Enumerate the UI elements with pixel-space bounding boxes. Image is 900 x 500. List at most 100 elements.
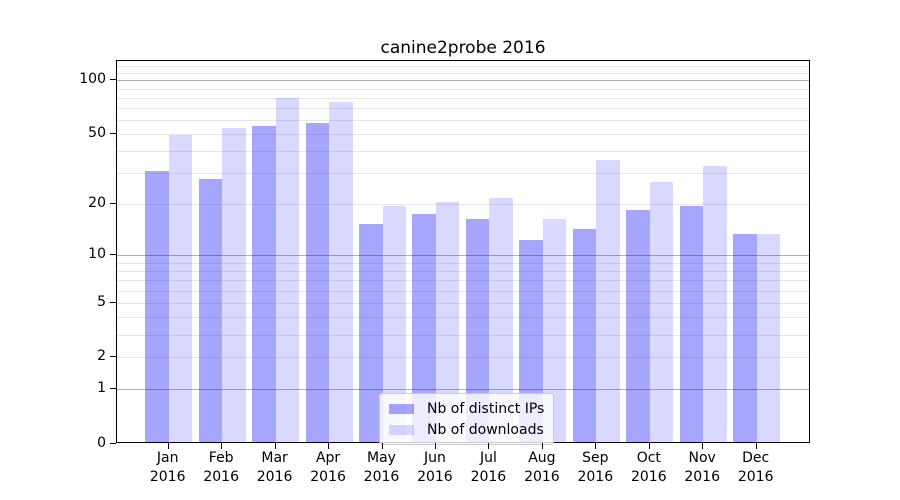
minor-gridline [117,88,809,90]
bar-distinct-ips-dec [733,234,757,442]
x-axis-label-year: 2016 [630,469,667,485]
x-axis-label-year: 2016 [149,469,186,485]
bar-downloads-dec [756,234,781,442]
x-axis-label-month: Nov [688,450,716,466]
bar-downloads-mar [275,97,300,442]
x-axis-tick [488,443,490,449]
x-axis-label-month: Aug [528,450,556,466]
x-axis-tick [595,443,597,449]
y-axis-tick [110,443,116,444]
minor-gridline [117,357,809,359]
x-axis-label-year: 2016 [203,469,239,485]
y-axis-tick [110,356,116,358]
minor-gridline [117,334,809,336]
legend-item: Nb of downloads [389,420,544,439]
x-axis-tick [541,443,543,449]
y-axis-label: 2 [97,348,106,365]
x-axis-tick [274,443,276,449]
minor-gridline [117,97,809,99]
x-axis-label: Sep 2016 [563,449,627,487]
minor-gridline [117,317,809,319]
y-axis-label: 10 [88,246,106,262]
minor-gridline [117,280,809,282]
minor-gridline [117,302,809,304]
y-axis-label: 5 [97,293,106,310]
legend-swatch-distinct-ips [389,403,414,414]
x-axis-label-year: 2016 [684,469,720,485]
y-axis-tick [110,203,116,205]
major-gridline [117,389,809,391]
minor-gridline [117,72,809,74]
x-axis-label-year: 2016 [310,469,346,485]
legend-item: Nb of distinct IPs [389,399,544,418]
x-axis-tick [434,443,436,449]
x-axis-tick [648,443,650,449]
x-axis-label-month: Jul [479,450,497,466]
bar-distinct-ips-jul [465,218,490,442]
x-axis-label: Feb 2016 [189,449,253,487]
y-axis-tick [110,79,116,81]
major-gridline [117,80,809,82]
bar-distinct-ips-nov [679,205,704,442]
bar-downloads-nov [703,166,727,442]
x-axis-label: Jul 2016 [456,449,520,487]
bar-downloads-feb [222,127,246,442]
bar-downloads-jan [168,135,193,442]
y-axis-tick [110,133,116,135]
bar-distinct-ips-aug [519,239,543,442]
minor-gridline [117,270,809,272]
minor-gridline [117,151,809,153]
bar-downloads-may [382,205,406,442]
plot-area [116,60,810,443]
bar-distinct-ips-sep [572,228,597,442]
x-axis-label-year: 2016 [470,469,507,485]
legend-label-distinct-ips: Nb of distinct IPs [427,400,545,417]
x-axis-label-year: 2016 [256,469,293,485]
x-axis-label: Apr 2016 [296,449,360,487]
x-axis-label-year: 2016 [524,469,560,485]
minor-gridline [117,173,809,175]
bar-downloads-jul [489,198,513,442]
x-axis-label: Aug 2016 [510,449,574,487]
y-axis-label: 1 [97,380,106,397]
legend: Nb of distinct IPs Nb of downloads [379,393,555,445]
legend-swatch-downloads [389,424,414,435]
y-axis-tick [110,388,116,390]
bar-downloads-apr [329,101,353,442]
x-axis-label-month: Apr [315,450,341,466]
x-axis-label-year: 2016 [737,469,774,485]
x-axis-label-month: Mar [261,450,288,466]
x-axis-tick [221,443,223,449]
y-axis-tick [110,254,116,255]
bar-downloads-aug [542,218,567,442]
x-axis-label: Mar 2016 [243,449,307,487]
bar-distinct-ips-jun [412,214,436,442]
minor-gridline [117,108,809,110]
bar-distinct-ips-may [359,223,383,442]
bar-downloads-oct [649,182,674,442]
x-axis-label-year: 2016 [577,469,614,485]
minor-gridline [117,204,809,206]
bar-distinct-ips-apr [305,123,330,442]
x-axis-label: Jun 2016 [403,449,467,487]
x-axis-label-month: Feb [208,450,234,466]
bar-downloads-jun [435,202,460,442]
bar-distinct-ips-feb [198,179,223,442]
bar-downloads-sep [596,159,620,442]
minor-gridline [117,134,809,136]
x-axis-tick [381,443,383,449]
x-axis-label: Dec 2016 [724,449,788,487]
x-axis-label-month: Jun [423,450,446,466]
x-axis-label: Nov 2016 [670,449,734,487]
bar-distinct-ips-mar [252,126,276,442]
y-axis-label: 20 [88,195,106,212]
y-axis-label: 100 [79,71,106,88]
x-axis-label-month: Oct [636,450,661,466]
minor-gridline [117,262,809,264]
x-axis-tick [755,443,757,449]
bar-distinct-ips-jan [145,171,169,442]
major-gridline [117,255,809,256]
y-axis-label: 50 [88,125,106,142]
x-axis-label-month: May [367,450,396,466]
